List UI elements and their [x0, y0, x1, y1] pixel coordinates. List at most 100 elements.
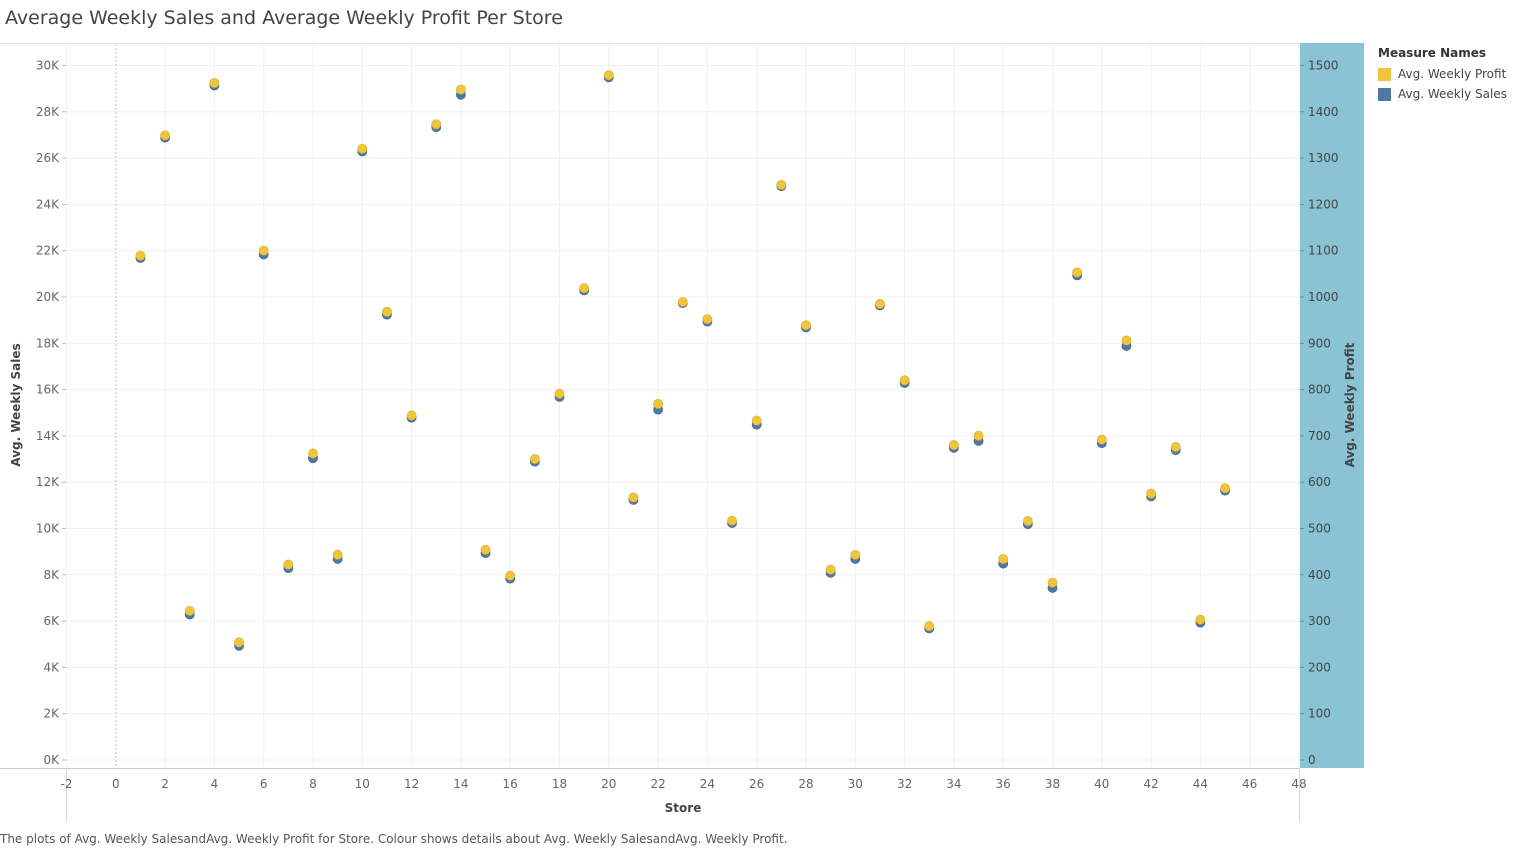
- x-axis-label: Store: [665, 801, 702, 815]
- profit-point[interactable]: [776, 179, 787, 190]
- profit-point[interactable]: [529, 454, 540, 464]
- profit-point[interactable]: [603, 70, 614, 81]
- profit-point[interactable]: [825, 564, 836, 575]
- legend-item-sales[interactable]: Avg. Weekly Sales: [1378, 84, 1507, 104]
- x-tick-label: 22: [650, 777, 665, 791]
- y2-tick-label: 100: [1308, 707, 1331, 721]
- caption: The plots of Avg. Weekly SalesandAvg. We…: [0, 832, 788, 846]
- x-tick-label: 20: [601, 777, 616, 791]
- profit-point[interactable]: [308, 448, 318, 459]
- profit-point[interactable]: [628, 492, 639, 503]
- profit-point[interactable]: [727, 515, 737, 526]
- x-tick-label: 8: [309, 777, 317, 791]
- profit-point[interactable]: [554, 388, 565, 399]
- y-tick-label: 18K: [36, 336, 60, 350]
- y2-tick-label: 400: [1308, 568, 1331, 582]
- y-tick-label: 6K: [43, 614, 60, 628]
- y-axis-label: Avg. Weekly Sales: [9, 343, 23, 466]
- y-tick-label: 4K: [43, 660, 60, 674]
- y-tick-label: 16K: [36, 383, 60, 397]
- y-tick-label: 12K: [36, 475, 60, 489]
- profit-point[interactable]: [1146, 488, 1156, 499]
- y-tick-label: 30K: [36, 59, 60, 73]
- profit-point[interactable]: [1072, 267, 1083, 278]
- profit-point[interactable]: [406, 410, 417, 421]
- profit-point[interactable]: [234, 637, 244, 648]
- profit-point[interactable]: [332, 549, 343, 560]
- y-tick-label: 24K: [36, 197, 60, 211]
- y2-tick-label: 500: [1308, 522, 1331, 536]
- profit-point[interactable]: [1047, 577, 1058, 588]
- x-tick-label: 2: [161, 777, 169, 791]
- profit-point[interactable]: [1220, 483, 1230, 494]
- x-tick-label: 42: [1143, 777, 1158, 791]
- y-tick-label: 14K: [36, 429, 60, 443]
- profit-point[interactable]: [1096, 434, 1107, 445]
- profit-point[interactable]: [258, 245, 269, 256]
- profit-point[interactable]: [1170, 442, 1181, 452]
- x-tick-label: 40: [1094, 777, 1109, 791]
- x-tick-label: 16: [503, 777, 518, 791]
- x-tick-label: 38: [1045, 777, 1060, 791]
- y2-tick-label: 1300: [1308, 151, 1339, 165]
- y-axis-ticks: 0K 2K 4K 6K 8K 10K 12K 14K 16K 18K 20K 22K 24K 26K 28K…: [36, 59, 66, 767]
- y2-axis-label: Avg. Weekly Profit: [1343, 342, 1357, 467]
- profit-point[interactable]: [184, 605, 195, 616]
- y2-tick-label: 300: [1308, 614, 1331, 628]
- profit-point[interactable]: [924, 621, 935, 632]
- profit-point[interactable]: [455, 84, 466, 95]
- y2-tick-label: 1000: [1308, 290, 1339, 304]
- profit-point[interactable]: [1121, 335, 1132, 346]
- profit-point[interactable]: [801, 320, 811, 331]
- profit-point[interactable]: [1195, 614, 1206, 625]
- y-tick-label: 20K: [36, 290, 60, 304]
- profit-point[interactable]: [382, 306, 392, 317]
- x-tick-label: 24: [700, 777, 715, 791]
- profit-point[interactable]: [579, 283, 590, 294]
- profit-point[interactable]: [505, 570, 516, 581]
- page-title: Average Weekly Sales and Average Weekly …: [5, 7, 563, 29]
- profit-point[interactable]: [160, 130, 170, 141]
- profit-point[interactable]: [677, 297, 688, 307]
- x-tick-label: -2: [61, 777, 73, 791]
- grid-lines: [66, 44, 1300, 768]
- x-tick-label: 18: [552, 777, 567, 791]
- legend-item-profit[interactable]: Avg. Weekly Profit: [1378, 64, 1507, 84]
- y2-tick-label: 900: [1308, 336, 1331, 350]
- legend-label-sales: Avg. Weekly Sales: [1398, 87, 1507, 101]
- x-tick-label: 6: [260, 777, 268, 791]
- profit-point[interactable]: [702, 314, 713, 325]
- x-tick-label: 44: [1193, 777, 1208, 791]
- profit-point[interactable]: [875, 298, 885, 309]
- profit-point[interactable]: [135, 250, 146, 261]
- profit-point[interactable]: [1022, 516, 1033, 526]
- profit-point[interactable]: [998, 554, 1009, 564]
- profit-point[interactable]: [480, 544, 491, 555]
- y2-tick-label: 200: [1308, 660, 1331, 674]
- x-tick-label: 32: [897, 777, 912, 791]
- y2-tick-label: 1400: [1308, 105, 1339, 119]
- x-tick-label: 34: [946, 777, 961, 791]
- x-tick-label: 12: [404, 777, 419, 791]
- profit-point[interactable]: [899, 375, 910, 386]
- profit-point[interactable]: [283, 559, 294, 570]
- y2-tick-label: 1100: [1308, 244, 1339, 258]
- profit-point[interactable]: [850, 549, 861, 560]
- x-tick-label: 30: [848, 777, 863, 791]
- legend: Measure Names Avg. Weekly Profit Avg. We…: [1378, 46, 1507, 104]
- x-axis-ticks: -2 0 2 4 6 8 10 12 14 16 18 20 22 24 26 28 30 32 34 36 38 40 4…: [61, 777, 1307, 791]
- profit-point[interactable]: [973, 430, 984, 441]
- profit-axis-band: [1300, 43, 1364, 768]
- profit-point[interactable]: [431, 119, 442, 130]
- profit-point[interactable]: [357, 143, 368, 154]
- y2-tick-label: 1200: [1308, 197, 1339, 211]
- profit-point[interactable]: [949, 440, 959, 450]
- legend-label-profit: Avg. Weekly Profit: [1398, 67, 1507, 81]
- profit-point[interactable]: [751, 415, 762, 426]
- data-points: [135, 70, 1230, 651]
- y2-tick-label: 700: [1308, 429, 1331, 443]
- y2-tick-label: 1500: [1308, 59, 1339, 73]
- profit-point[interactable]: [653, 398, 663, 409]
- legend-swatch-sales: [1378, 87, 1391, 101]
- profit-point[interactable]: [209, 78, 220, 88]
